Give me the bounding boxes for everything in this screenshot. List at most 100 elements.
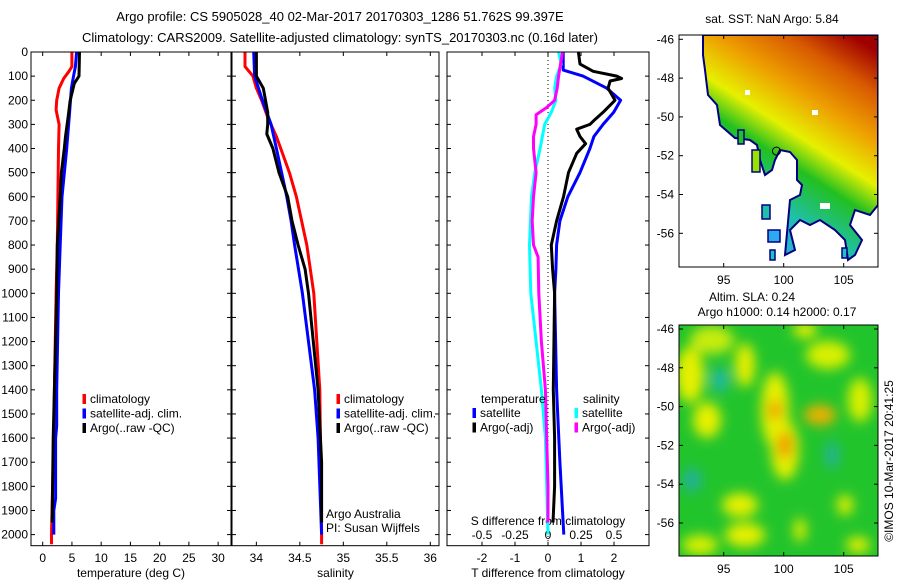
sla-map-frame [678,324,879,557]
legend-marker [472,422,476,433]
series-line-argo-raw-qc- [50,51,81,523]
lon-tick-label: 95 [717,273,731,287]
depth-tick-label: 200 [8,93,28,107]
x-tick-label: 34.5 [288,551,312,565]
lat-tick-label: -48 [657,361,675,375]
x-tick-label: 30 [211,551,225,565]
imos-credit: ©IMOS 10-Mar-2017 20:41:25 [882,380,896,542]
x-tick-label: 34 [250,551,264,565]
depth-tick-label: 1600 [1,431,28,445]
lat-tick-label: -50 [657,400,675,414]
depth-tick-label: 1700 [1,455,28,469]
depth-tick-label: 600 [8,190,28,204]
legend-label: climatology [90,392,150,406]
x-axis-label: salinity [317,566,354,580]
lon-tick-label: 95 [717,562,731,576]
depth-tick-label: 1400 [1,383,28,397]
legend-marker [336,423,340,433]
temperature-panel: 0100200300400500600700800900100011001200… [1,45,232,580]
legend-marker [82,408,86,419]
series-line-argo-raw-qc- [254,52,324,523]
series-line-satellite-adj-clim- [52,51,79,535]
x-tick-label: 36 [424,551,438,565]
lat-tick-label: -52 [657,149,675,163]
x-tick-label: 0 [39,551,46,565]
legend-marker [574,422,578,433]
depth-tick-label: 2000 [1,528,28,542]
sla-map-title: Altim. SLA: 0.24 [709,290,795,304]
legend-label: Argo(-adj) [480,421,533,435]
depth-tick-label: 1000 [1,286,28,300]
lon-tick-label: 105 [834,562,854,576]
axes-frame [30,51,232,547]
sla-map: Altim. SLA: 0.24 Argo h1000: 0.14 h2000:… [657,290,879,576]
legend-label: Argo(-adj) [582,421,635,435]
figure-title-line-2: Climatology: CARS2009. Satellite-adjuste… [82,30,598,45]
depth-tick-label: 900 [8,262,28,276]
s-tick-label: -0.5 [472,528,493,542]
pi-label: PI: Susan Wijffels [326,521,420,535]
depth-tick-label: 700 [8,214,28,228]
x-tick-label: 0 [545,551,552,565]
legend-label: climatology [344,392,404,406]
legend-label: satellite [480,406,521,420]
depth-tick-label: 800 [8,238,28,252]
x-axis-label: T difference from climatology [471,566,625,580]
x-tick-label: -2 [477,551,488,565]
x-tick-label: 15 [124,551,138,565]
s-tick-label: -0.25 [501,528,529,542]
x-tick-label: 20 [153,551,167,565]
sla-field [679,325,878,556]
lon-tick-label: 100 [774,562,794,576]
sst-map-frame [678,34,879,268]
sst-map: sat. SST: NaN Argo: 5.84 -46 -48 -50 -52 -54… [657,12,879,287]
lat-tick-label: -56 [657,226,675,240]
series-line-salinity-satellite [528,51,563,535]
depth-tick-label: 1900 [1,503,28,517]
legend-label: satellite-adj. clim. [344,407,436,421]
depth-tick-label: 1500 [1,407,28,421]
depth-tick-label: 500 [8,166,28,180]
x-tick-label: 5 [69,551,76,565]
legend-marker [336,394,340,404]
lat-tick-label: -52 [657,438,675,452]
depth-tick-label: 100 [8,69,28,83]
legend-marker [336,408,340,419]
depth-tick-label: 1800 [1,479,28,493]
legend-marker [82,394,86,404]
depth-tick-label: 300 [8,117,28,131]
lat-tick-label: -56 [657,516,675,530]
x-tick-label: 10 [94,551,108,565]
legend-marker [472,408,476,418]
depth-tick-label: 1200 [1,335,28,349]
profile-panels: 0100200300400500600700800900100011001200… [1,45,650,580]
lat-tick-label: -50 [657,110,675,124]
x-tick-label: 35.5 [375,551,399,565]
legend-label: satellite [582,406,623,420]
depth-tick-label: 0 [21,45,28,59]
legend-header-salinity: salinity [583,392,620,406]
x-tick-label: 35 [337,551,351,565]
x-axis-label: temperature (deg C) [77,566,185,580]
depth-tick-label: 1300 [1,359,28,373]
series-line-climatology [243,52,324,545]
x-tick-label: 25 [182,551,196,565]
depth-tick-label: 400 [8,142,28,156]
sst-field [702,35,878,262]
figure-title-line-1: Argo profile: CS 5905028_40 02-Mar-2017 … [116,9,564,24]
series-line-satellite-adj-clim- [252,51,324,535]
sst-map-title: sat. SST: NaN Argo: 5.84 [705,12,839,26]
legend-label: satellite-adj. clim. [90,407,182,421]
salinity-panel: 34 34.5 35 35.5 36 salinity climatologysatelli… [231,51,440,580]
series-line-salinity-argo-adj- [530,51,564,523]
x-tick-label: 2 [611,551,618,565]
lon-tick-label: 100 [774,273,794,287]
lat-tick-label: -48 [657,71,675,85]
lat-tick-label: -54 [657,188,675,202]
s-tick-label: 0 [545,528,552,542]
legend-label: Argo(..raw -QC) [344,421,429,435]
lat-tick-label: -46 [657,322,675,336]
legend-marker [574,408,578,418]
depth-tick-label: 1100 [2,310,28,324]
